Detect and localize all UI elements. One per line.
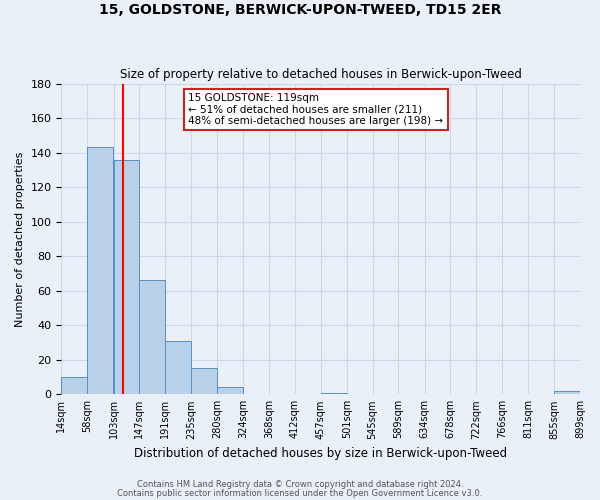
Bar [113,160,139,394]
Bar [321,392,347,394]
Y-axis label: Number of detached properties: Number of detached properties [15,151,25,326]
Bar [139,280,165,394]
Bar [217,388,243,394]
Text: 15, GOLDSTONE, BERWICK-UPON-TWEED, TD15 2ER: 15, GOLDSTONE, BERWICK-UPON-TWEED, TD15 … [99,2,501,16]
Bar [191,368,217,394]
Bar [61,377,87,394]
Text: Contains public sector information licensed under the Open Government Licence v3: Contains public sector information licen… [118,489,482,498]
Text: 15 GOLDSTONE: 119sqm
← 51% of detached houses are smaller (211)
48% of semi-deta: 15 GOLDSTONE: 119sqm ← 51% of detached h… [188,93,443,126]
Title: Size of property relative to detached houses in Berwick-upon-Tweed: Size of property relative to detached ho… [120,68,521,81]
Text: Contains HM Land Registry data © Crown copyright and database right 2024.: Contains HM Land Registry data © Crown c… [137,480,463,489]
Bar [165,341,191,394]
Bar [87,148,113,394]
Bar [554,391,580,394]
X-axis label: Distribution of detached houses by size in Berwick-upon-Tweed: Distribution of detached houses by size … [134,447,507,460]
